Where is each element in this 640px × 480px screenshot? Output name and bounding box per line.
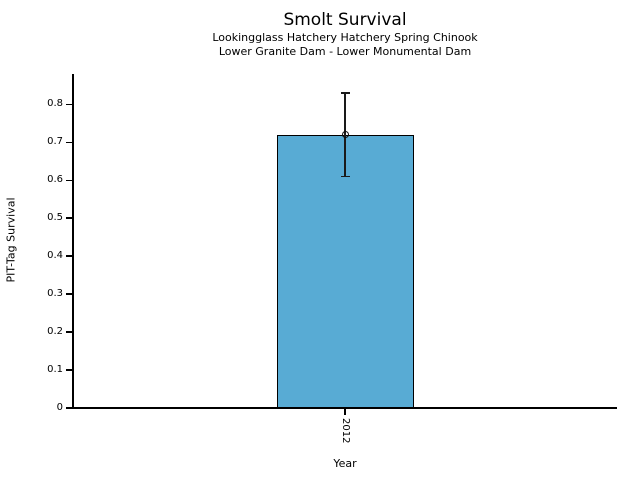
data-point-marker xyxy=(341,131,349,139)
chart-subtitle-line2: Lower Granite Dam - Lower Monumental Dam xyxy=(218,45,472,58)
chart-subtitle-line1: Lookingglass Hatchery Hatchery Spring Ch… xyxy=(212,31,478,44)
chart-title: Smolt Survival xyxy=(283,10,407,30)
y-tick-mark xyxy=(66,407,73,409)
y-tick-label: 0 xyxy=(56,402,63,413)
y-tick-label: 0.7 xyxy=(47,136,63,148)
y-tick-mark xyxy=(66,255,73,257)
y-tick-label: 0.4 xyxy=(47,250,63,262)
y-tick-mark xyxy=(66,141,73,144)
x-axis-label: Year xyxy=(333,457,357,470)
y-tick-mark xyxy=(66,331,73,333)
x-tick-label: 2012 xyxy=(340,418,351,444)
y-tick-mark xyxy=(66,179,73,182)
bar-2012 xyxy=(276,134,414,408)
y-axis-line xyxy=(72,74,74,408)
y-tick-label: 0.3 xyxy=(47,288,63,300)
y-tick-label: 0.1 xyxy=(47,364,63,376)
y-tick-label: 0.8 xyxy=(47,98,63,110)
x-tick-mark xyxy=(344,408,346,415)
y-tick-mark xyxy=(66,369,73,371)
y-tick-label: 0.2 xyxy=(47,326,63,338)
y-tick-mark xyxy=(66,293,73,295)
y-tick-mark xyxy=(66,103,73,106)
error-bar-cap-top xyxy=(340,92,350,94)
y-tick-label: 0.6 xyxy=(47,174,63,186)
y-tick-label: 0.5 xyxy=(47,212,63,224)
y-tick-mark xyxy=(66,217,73,219)
error-bar-cap-bottom xyxy=(340,175,350,178)
